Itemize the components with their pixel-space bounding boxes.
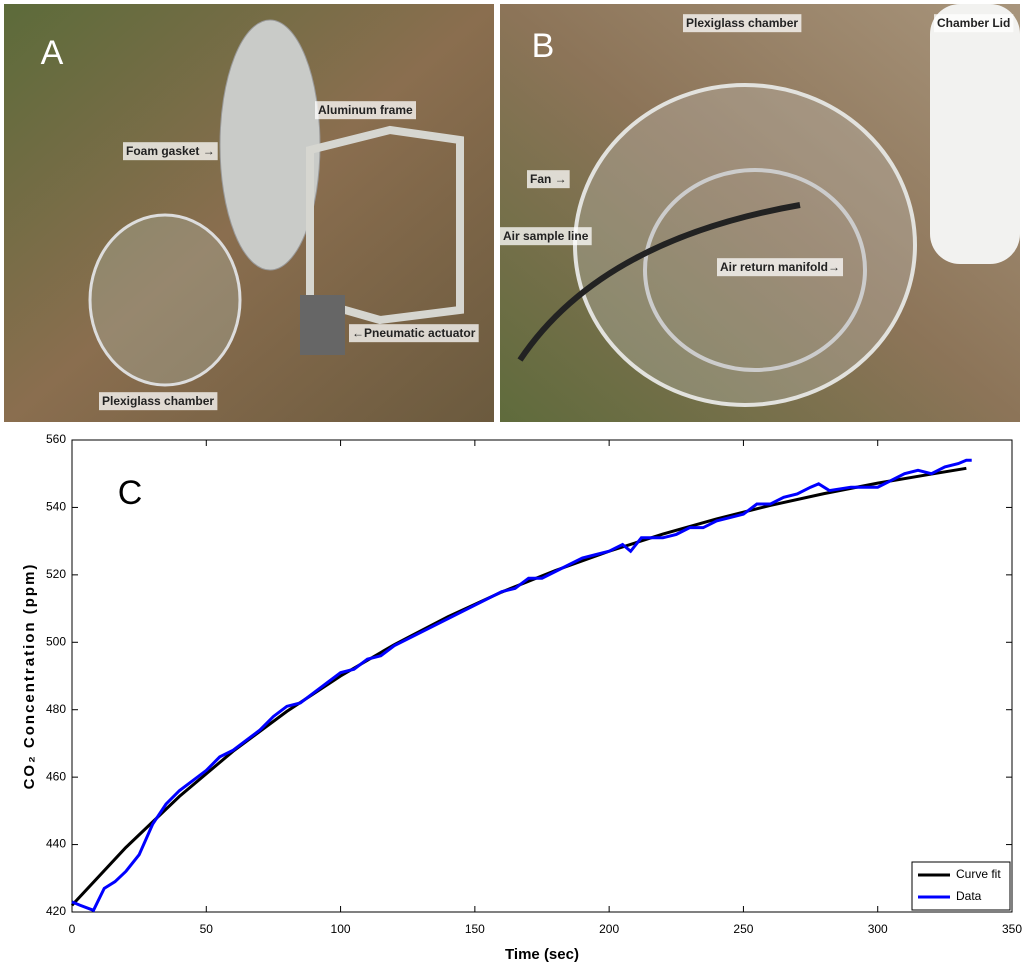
photo-label: Plexiglass chamber — [102, 394, 214, 408]
label-box — [934, 14, 1014, 33]
series-line — [70, 466, 967, 907]
chamber — [88, 213, 242, 387]
x-tick-label: 300 — [868, 922, 888, 936]
legend-label: Curve fit — [956, 867, 1001, 881]
photo-label: ←Pneumatic actuator — [352, 326, 476, 340]
photo-label: Fan → — [530, 172, 567, 186]
chamber-lid — [930, 4, 1020, 264]
label-box — [315, 101, 417, 120]
panel-label: B — [532, 27, 555, 65]
label-box — [99, 392, 218, 411]
manifold — [643, 168, 867, 372]
photo-label: Foam gasket → — [126, 144, 215, 158]
x-tick-label: 350 — [1002, 922, 1022, 936]
panel-label: C — [118, 474, 143, 512]
y-tick-label: 420 — [46, 904, 66, 918]
x-tick-label: 50 — [200, 922, 214, 936]
x-tick-label: 150 — [465, 922, 485, 936]
frame-disk — [219, 19, 321, 271]
x-tick-label: 0 — [69, 922, 76, 936]
label-box — [527, 170, 570, 189]
photo-label: Air sample line — [503, 229, 589, 243]
x-tick-label: 100 — [331, 922, 351, 936]
photo-label: Air return manifold→ — [720, 260, 840, 274]
y-tick-label: 440 — [46, 837, 66, 851]
x-tick-label: 250 — [733, 922, 753, 936]
y-tick-label: 480 — [46, 702, 66, 716]
photo-label: Aluminum frame — [318, 103, 413, 117]
sample-line — [517, 202, 801, 362]
photo-label: Chamber Lid — [937, 16, 1010, 30]
label-box — [123, 142, 218, 161]
y-tick-label: 540 — [46, 500, 66, 514]
label-box — [717, 258, 844, 277]
actuator — [300, 295, 345, 355]
label-box — [349, 324, 479, 343]
y-axis-label: CO₂ Concentration (ppm) — [21, 563, 38, 790]
x-tick-label: 200 — [599, 922, 619, 936]
series-line — [71, 458, 972, 913]
y-tick-label: 520 — [46, 567, 66, 581]
chamber — [573, 83, 917, 407]
label-box — [500, 227, 592, 246]
photo-label: Plexiglass chamber — [686, 16, 798, 30]
legend-box — [911, 861, 1011, 911]
panel-label: A — [41, 34, 64, 72]
y-tick-label: 560 — [46, 432, 66, 446]
label-box — [683, 14, 802, 33]
legend-label: Data — [956, 889, 982, 903]
y-tick-label: 460 — [46, 769, 66, 783]
plot-area — [71, 439, 1013, 913]
y-tick-label: 500 — [46, 634, 66, 648]
x-axis-label: Time (sec) — [505, 946, 579, 963]
